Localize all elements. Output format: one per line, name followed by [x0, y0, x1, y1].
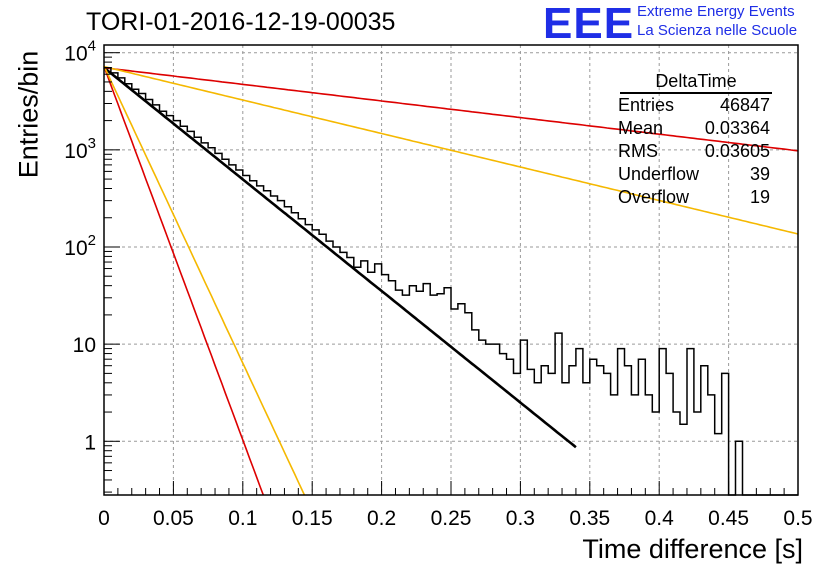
x-tick-label: 0 [98, 507, 110, 530]
x-tick-label: 0.4 [645, 507, 675, 530]
x-tick-label: 0.1 [228, 507, 257, 530]
x-tick-label: 0.25 [431, 507, 472, 530]
stats-label: Entries [618, 95, 675, 115]
y-tick-label: 103 [64, 135, 96, 163]
stats-row-overflow: Overflow 19 [612, 186, 780, 209]
plot-title: TORI-01-2016-12-19-00035 [86, 8, 396, 36]
x-tick-label: 0.05 [153, 507, 194, 530]
x-tick-label: 0.5 [783, 507, 812, 530]
fit-curve [103, 66, 265, 496]
fit-curve [103, 66, 799, 152]
logo-line-2: La Scienza nelle Scuole [637, 22, 798, 39]
stats-title: DeltaTime [620, 71, 772, 94]
fit-curves [103, 65, 799, 496]
histogram-steps [104, 66, 798, 496]
stats-label: Underflow [618, 164, 700, 184]
logo-line-1: Extreme Energy Events [637, 3, 795, 20]
x-axis-label: Time difference [s] [582, 534, 803, 564]
fit-curve [103, 66, 577, 449]
x-tick-label: 0.45 [708, 507, 749, 530]
stats-row-entries: Entries 46847 [612, 94, 780, 117]
x-tick-label: 0.15 [292, 507, 333, 530]
stats-row-rms: RMS 0.03605 [612, 140, 780, 163]
fit-curve [103, 65, 799, 235]
stats-value: 0.03605 [704, 141, 770, 161]
fit-curve [103, 65, 306, 496]
x-tick-label: 0.2 [367, 507, 396, 530]
y-tick-label: 1 [84, 431, 96, 454]
axis-ticks [103, 52, 799, 495]
stats-label: RMS [618, 141, 658, 161]
y-tick-label: 102 [64, 232, 96, 260]
stats-label: Mean [618, 118, 664, 138]
stats-row-underflow: Underflow 39 [612, 163, 780, 186]
y-axis-label: Entries/bin [13, 50, 44, 179]
stats-value: 19 [749, 187, 770, 207]
stats-label: Overflow [618, 187, 690, 207]
y-tick-exponent: 2 [88, 232, 96, 249]
y-tick-label: 104 [64, 38, 96, 66]
stats-value: 0.03364 [704, 118, 770, 138]
x-tick-label: 0.35 [569, 507, 610, 530]
eee-logo: EEE [543, 0, 635, 48]
x-tick-labels: 0 0.05 0.1 0.15 0.2 0.25 0.3 0.35 0.4 0.45 0.5 [98, 507, 812, 530]
y-tick-labels: 1 10 102 103 104 [64, 38, 96, 455]
x-tick-label: 0.3 [506, 507, 535, 530]
y-tick-exponent: 3 [88, 135, 96, 152]
y-tick-exponent: 4 [88, 38, 96, 55]
stats-box: DeltaTime Entries 46847 Mean 0.03364 RMS 0.… [612, 71, 780, 209]
stats-value: 46847 [719, 95, 770, 115]
y-tick-label: 10 [73, 334, 96, 357]
stats-value: 39 [749, 164, 770, 184]
stats-row-mean: Mean 0.03364 [612, 117, 780, 140]
